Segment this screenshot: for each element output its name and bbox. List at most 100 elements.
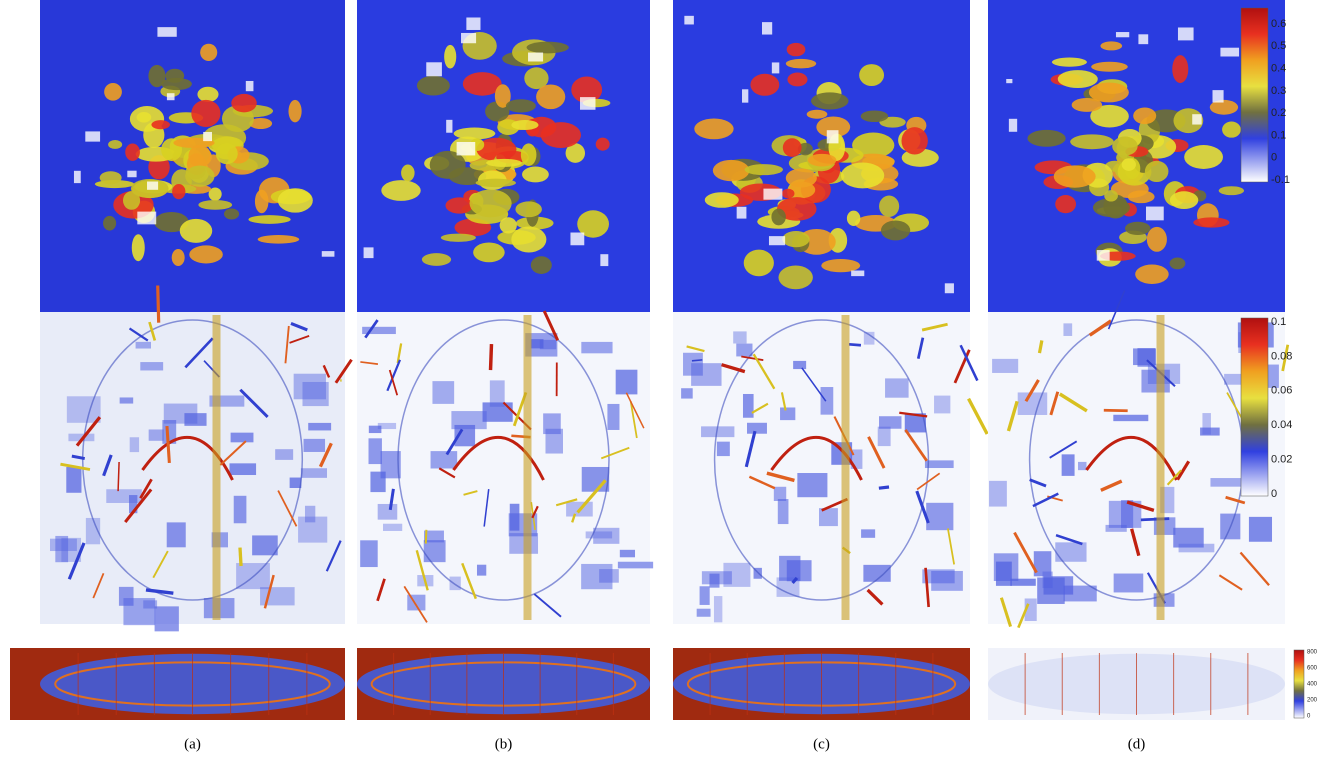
blue-patch [697,609,711,617]
blob [422,253,451,266]
blue-patch [996,562,1012,586]
colorbar-tick-label: 200 [1307,698,1318,704]
white-patch [737,207,747,219]
blob [1104,190,1118,201]
blue-patch [1010,579,1035,586]
blue-patch [885,378,909,397]
white-patch [461,33,476,43]
blue-patch [1078,462,1086,470]
blue-patch [119,587,134,606]
white-patch [1192,114,1201,124]
blue-patch [231,433,254,443]
blob [486,159,522,167]
blob [132,234,145,261]
blob [881,220,910,240]
blob [522,167,549,183]
blue-patch [989,481,1007,507]
blob [847,211,860,226]
blob [771,209,785,226]
blob [1027,130,1065,147]
white-patch [457,142,476,155]
colorbar-tick-label: 0.1 [1271,316,1286,328]
colorbar-tick-label: 0.06 [1271,385,1292,397]
blob [103,216,116,231]
blue-patch [477,565,486,576]
blob [185,165,214,186]
blue-patch [252,535,278,555]
colorbar-tick-label: 0.04 [1271,419,1292,431]
blob [258,235,300,244]
blue-patch [1249,517,1272,542]
blue-patch [450,577,461,591]
blob [473,243,505,263]
vertical-band [842,315,850,620]
colorbar [1294,650,1304,718]
blob [200,44,217,61]
white-patch [1006,79,1012,83]
blue-patch [681,388,693,398]
blue-patch [275,449,293,460]
blue-patch [1173,528,1203,548]
blob [1122,158,1136,171]
blue-patch [599,569,619,583]
blue-patch [106,489,142,503]
blob [778,265,812,289]
blob [108,140,122,149]
vertical-band [213,315,221,620]
blue-patch [743,394,754,418]
blob [100,171,122,184]
blue-patch [369,426,382,433]
white-patch [763,189,782,200]
blob [511,120,538,130]
line-feature [158,286,159,323]
blob [1128,190,1155,203]
white-patch [772,62,779,73]
blob [901,127,927,154]
blob [515,201,541,217]
blob [288,100,301,122]
blob [444,45,456,69]
white-patch [147,182,158,190]
blue-patch [120,397,134,403]
line-feature [426,530,427,544]
white-patch [600,254,608,266]
blue-patch [66,467,81,493]
blob [536,84,565,109]
vertical-band [524,315,532,620]
colorbar-tick-label: -0.1 [1271,174,1290,186]
white-patch [1178,27,1194,40]
colorbar [1241,318,1268,496]
blue-patch [378,504,398,520]
blob [476,179,516,187]
white-patch [827,130,839,143]
blue-patch [586,531,612,538]
blob [744,250,774,277]
blue-patch [136,342,151,349]
blue-patch [747,423,767,434]
white-patch [426,62,442,76]
blob [216,143,238,164]
blue-patch [618,562,653,569]
blob [750,74,779,96]
blue-patch [780,407,795,420]
blue-patch [1043,572,1053,589]
white-patch [528,53,543,62]
blue-patch [234,496,247,523]
white-patch [466,17,480,29]
white-patch [580,97,595,110]
vertical-band [1157,315,1165,620]
blob [811,92,848,109]
blob [197,87,218,102]
blob [787,73,807,87]
blob [1091,62,1128,72]
blob [531,256,552,274]
blob [248,215,290,224]
blob [782,189,795,199]
blue-patch [546,429,563,454]
white-patch [769,236,785,245]
blue-patch [149,429,164,440]
blob [1135,265,1169,284]
blue-patch [607,404,619,430]
blob [500,217,517,233]
white-patch [1212,90,1223,102]
